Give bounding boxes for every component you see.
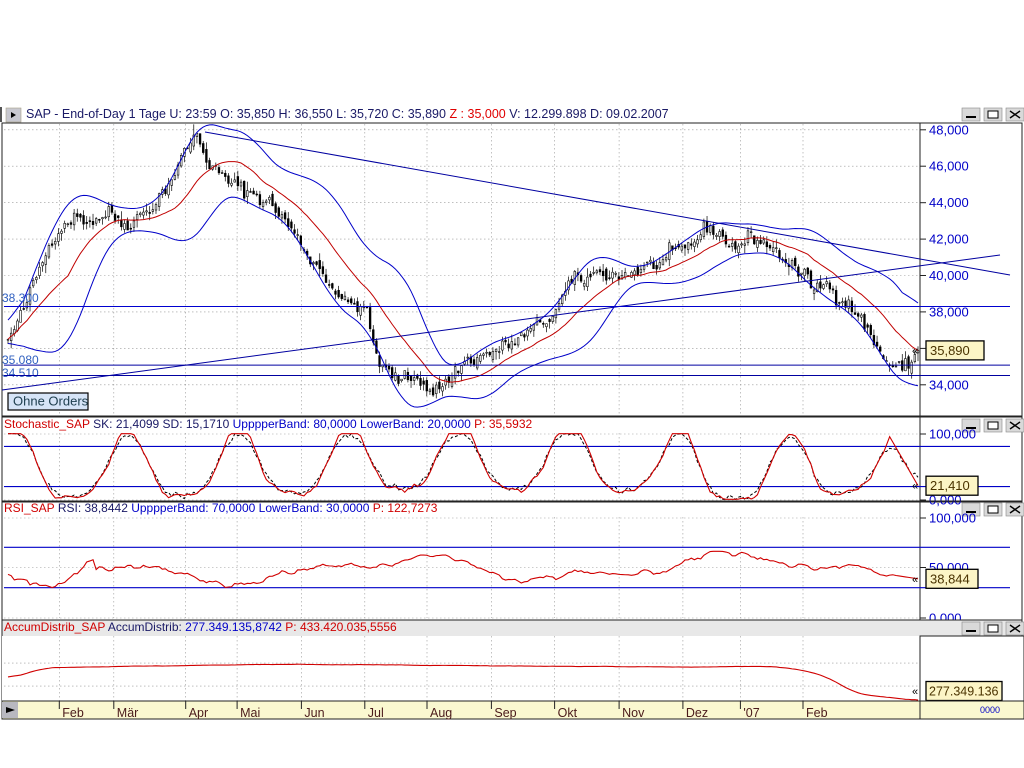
svg-text:277.349.136: 277.349.136 bbox=[929, 685, 999, 699]
svg-text:38,844: 38,844 bbox=[930, 571, 970, 586]
svg-text:34,000: 34,000 bbox=[929, 377, 969, 392]
svg-text:«: « bbox=[912, 686, 918, 698]
svg-text:Jun: Jun bbox=[304, 706, 324, 720]
svg-text:48,000: 48,000 bbox=[929, 122, 969, 137]
svg-text:0000: 0000 bbox=[980, 705, 1000, 715]
svg-text:Nov: Nov bbox=[622, 706, 645, 720]
svg-text:SAP - End-of-Day 1 Tage U: 23: SAP - End-of-Day 1 Tage U: 23:59 O: 35,8… bbox=[26, 107, 669, 121]
svg-text:21,410: 21,410 bbox=[930, 478, 970, 493]
svg-text:Sep: Sep bbox=[494, 706, 516, 720]
svg-text:Mai: Mai bbox=[240, 706, 260, 720]
svg-text:Ohne Orders: Ohne Orders bbox=[13, 394, 89, 409]
svg-text:Aug: Aug bbox=[430, 706, 452, 720]
svg-text:100,000: 100,000 bbox=[929, 427, 976, 442]
svg-text:42,000: 42,000 bbox=[929, 232, 969, 247]
svg-text:Stochastic_SAP SK: 21,4099 S: Stochastic_SAP SK: 21,4099 SD: 15,1710 U… bbox=[4, 417, 533, 431]
svg-text:38.300: 38.300 bbox=[2, 291, 39, 305]
svg-text:Dez: Dez bbox=[686, 706, 708, 720]
svg-text:Jul: Jul bbox=[368, 706, 384, 720]
svg-text:100,000: 100,000 bbox=[929, 511, 976, 526]
svg-text:«: « bbox=[912, 345, 918, 357]
svg-text:34.510: 34.510 bbox=[2, 366, 39, 380]
svg-text:Feb: Feb bbox=[806, 706, 828, 720]
svg-text:Feb: Feb bbox=[62, 706, 84, 720]
svg-text:44,000: 44,000 bbox=[929, 195, 969, 210]
svg-text:40,000: 40,000 bbox=[929, 268, 969, 283]
svg-text:RSI_SAP RSI: 38,8442 Upppper: RSI_SAP RSI: 38,8442 UpppperBand: 70,000… bbox=[4, 501, 438, 515]
svg-text:'07: '07 bbox=[743, 706, 759, 720]
svg-text:Mär: Mär bbox=[117, 706, 139, 720]
svg-text:Apr: Apr bbox=[189, 706, 208, 720]
svg-text:«: « bbox=[912, 481, 918, 493]
svg-text:35,890: 35,890 bbox=[930, 343, 970, 358]
svg-text:46,000: 46,000 bbox=[929, 159, 969, 174]
svg-text:AccumDistrib_SAP AccumDistrib: AccumDistrib_SAP AccumDistrib: 277.349.1… bbox=[4, 620, 397, 634]
svg-text:Okt: Okt bbox=[558, 706, 578, 720]
svg-text:«: « bbox=[912, 574, 918, 586]
